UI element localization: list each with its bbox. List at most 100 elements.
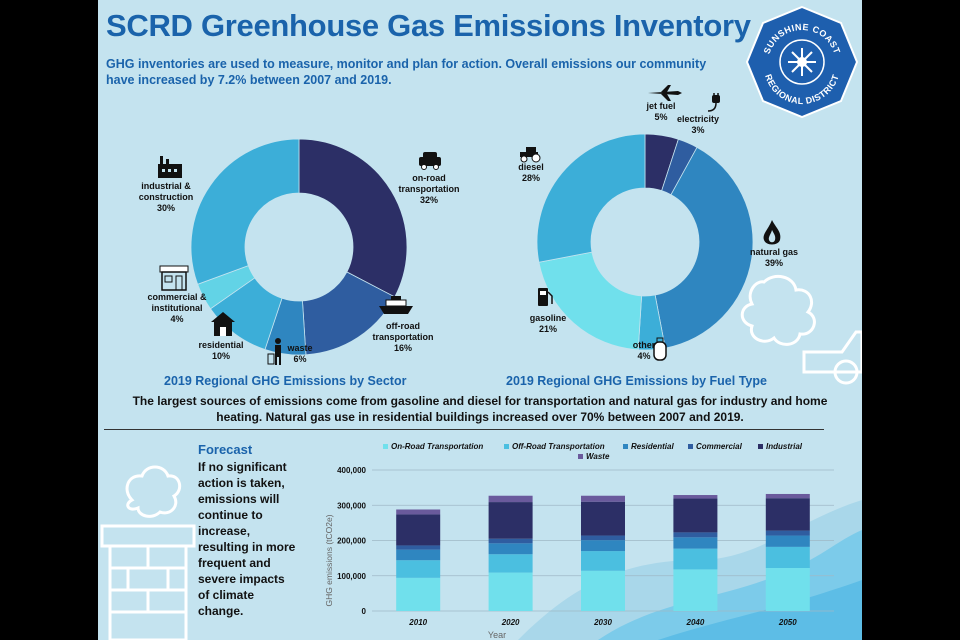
label-commercial: commercial & institutional 4% bbox=[142, 292, 212, 325]
slice-value-jet-fuel: 5% bbox=[654, 112, 668, 122]
label-industrial: industrial & construction 30% bbox=[130, 181, 202, 214]
slice-label-electricity: electricity bbox=[676, 114, 720, 124]
bar-2010-commercial bbox=[396, 545, 441, 550]
legend-label: Off-Road Transportation bbox=[512, 442, 605, 451]
slice-label-diesel: diesel bbox=[518, 162, 544, 172]
gas-pump-icon bbox=[538, 288, 553, 306]
slice-label-gasoline: gasoline bbox=[529, 313, 567, 323]
bar-2020-off-road-transportation bbox=[488, 554, 533, 573]
bar-2040-residential bbox=[673, 537, 718, 549]
bar-2050-waste bbox=[765, 493, 810, 499]
label-gasoline: gasoline 21% bbox=[518, 313, 578, 335]
slice-label-other: other bbox=[632, 340, 656, 350]
bar-2010-industrial bbox=[396, 514, 441, 546]
label-natural-gas: natural gas 39% bbox=[744, 247, 804, 269]
legend-on-road: On-Road Transportation bbox=[383, 442, 483, 451]
slice-label-industrial: industrial & construction bbox=[138, 181, 194, 202]
slice-value-residential: 10% bbox=[211, 351, 230, 361]
forecast-heading: Forecast bbox=[198, 442, 253, 457]
bar-2030-on-road-transportation bbox=[581, 570, 625, 611]
slice-value-off-road: 16% bbox=[393, 343, 412, 353]
bar-2040-commercial bbox=[673, 532, 718, 538]
ship-icon bbox=[379, 296, 413, 314]
legend-swatch bbox=[758, 444, 763, 450]
airplane-icon bbox=[648, 85, 682, 101]
slice-label-jet-fuel: jet fuel bbox=[646, 101, 676, 111]
slice-value-waste: 6% bbox=[293, 354, 307, 364]
smoke-truck-outline-icon bbox=[740, 274, 862, 385]
sector-donut-slices bbox=[190, 138, 408, 356]
legend-swatch bbox=[504, 444, 509, 450]
divider bbox=[104, 429, 824, 430]
slice-label-on-road: on-road transportation bbox=[398, 173, 460, 194]
y-tick-label: 400,000 bbox=[337, 466, 366, 475]
legend-swatch bbox=[623, 444, 628, 450]
bar-2010-off-road-transportation bbox=[396, 560, 441, 578]
x-tick-label: 2020 bbox=[501, 618, 520, 627]
slice-value-diesel: 28% bbox=[521, 173, 540, 183]
slice-value-industrial: 30% bbox=[156, 203, 175, 213]
label-on-road: on-road transportation 32% bbox=[394, 173, 464, 206]
y-tick-label: 100,000 bbox=[337, 572, 366, 581]
bar-2040-off-road-transportation bbox=[673, 548, 718, 570]
bar-2030-industrial bbox=[581, 501, 625, 536]
bar-2040-on-road-transportation bbox=[673, 569, 718, 611]
legend-label: Residential bbox=[631, 442, 674, 451]
waste-person-icon bbox=[267, 338, 281, 365]
label-waste: waste 6% bbox=[280, 343, 320, 365]
donut1-slice-0 bbox=[298, 138, 408, 298]
bar-2050-residential bbox=[765, 535, 810, 547]
legend-swatch bbox=[383, 444, 388, 450]
bar-2020-industrial bbox=[488, 502, 533, 539]
sector-chart-title: 2019 Regional GHG Emissions by Sector bbox=[164, 374, 407, 388]
legend-off-road: Off-Road Transportation bbox=[504, 442, 605, 451]
legend-label: Commercial bbox=[696, 442, 742, 451]
bar-2050-industrial bbox=[765, 498, 810, 531]
fuel-donut-slices bbox=[536, 133, 754, 351]
legend-waste: Waste bbox=[578, 452, 609, 461]
bar-2010-waste bbox=[396, 509, 441, 515]
slice-label-off-road: off-road transportation bbox=[372, 321, 434, 342]
propane-tank-icon bbox=[653, 337, 667, 361]
x-tick-label: 2030 bbox=[593, 618, 612, 627]
slice-value-natural-gas: 39% bbox=[764, 258, 783, 268]
slice-value-other: 4% bbox=[637, 351, 651, 361]
donut2-slice-5 bbox=[536, 133, 646, 263]
slice-value-electricity: 3% bbox=[691, 125, 705, 135]
legend-industrial: Industrial bbox=[758, 442, 802, 451]
bar-marks bbox=[396, 493, 810, 611]
slice-label-waste: waste bbox=[287, 343, 313, 353]
slice-label-natural-gas: natural gas bbox=[749, 247, 798, 257]
bar-2050-on-road-transportation bbox=[765, 567, 810, 611]
legend-swatch bbox=[578, 454, 583, 460]
bar-2030-commercial bbox=[581, 535, 625, 541]
slice-value-gasoline: 21% bbox=[538, 324, 557, 334]
scrd-seal-logo: SUNSHINE COAST REGIONAL DISTRICT bbox=[745, 5, 859, 119]
legend-label: Industrial bbox=[766, 442, 803, 451]
forecast-body: If no significant action is taken, emiss… bbox=[198, 460, 296, 618]
donut1-slice-5 bbox=[190, 138, 300, 285]
legend-residential: Residential bbox=[623, 442, 674, 451]
bar-2030-off-road-transportation bbox=[581, 551, 625, 571]
house-icon bbox=[211, 312, 235, 336]
label-residential: residential 10% bbox=[191, 340, 251, 362]
legend-swatch bbox=[688, 444, 693, 450]
legend-label: On-Road Transportation bbox=[391, 442, 484, 451]
forecast-bar-chart: 0 100,000 200,000 300,000 400,000 2010 2020 203… bbox=[324, 466, 834, 640]
label-diesel: diesel 28% bbox=[506, 162, 556, 184]
bar-axes: 0 100,000 200,000 300,000 400,000 2010 2020 203… bbox=[324, 466, 797, 640]
label-off-road: off-road transportation 16% bbox=[368, 321, 438, 354]
slice-label-commercial: commercial & institutional bbox=[147, 292, 207, 313]
summary-text: The largest sources of emissions come fr… bbox=[132, 394, 828, 424]
label-other: other 4% bbox=[624, 340, 664, 362]
store-icon bbox=[159, 265, 189, 291]
tractor-icon bbox=[520, 147, 541, 163]
x-tick-label: 2040 bbox=[686, 618, 705, 627]
page-title: SCRD Greenhouse Gas Emissions Inventory bbox=[106, 8, 751, 43]
bar-2050-commercial bbox=[765, 530, 810, 536]
factory-icon bbox=[158, 156, 182, 178]
donut2-slice-4 bbox=[538, 251, 643, 351]
label-jet-fuel: jet fuel 5% bbox=[636, 101, 686, 123]
bar-2020-on-road-transportation bbox=[488, 572, 533, 611]
x-tick-label: 2010 bbox=[408, 618, 427, 627]
